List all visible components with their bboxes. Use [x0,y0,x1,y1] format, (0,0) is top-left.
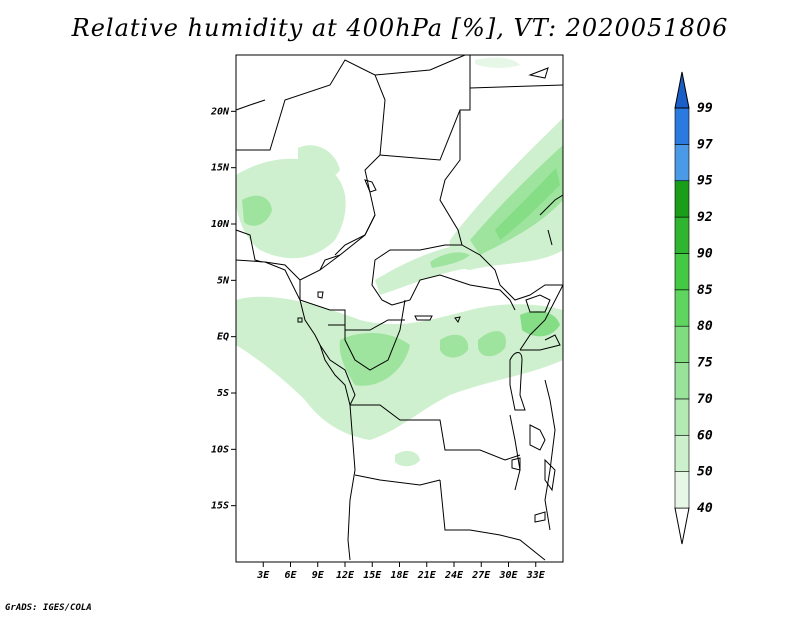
lon-tick-label: 18E [390,570,409,581]
colorbar-label: 99 [697,101,713,116]
moist-patch-west-core [242,195,272,226]
lon-tick-label: 15E [363,570,382,581]
colorbar-segment [674,289,690,327]
lat-tick-label: 20N [210,106,230,117]
colorbar-segment [674,180,690,218]
moist-patch-east-core [440,334,469,358]
lon-tick-label: 33E [526,570,546,581]
colorbar-label: 75 [697,356,713,371]
moist-band-northeast-core [470,145,563,255]
colorbar-segment [674,471,690,509]
colorbar-bottom-triangle [674,507,690,545]
longitude-ticks: 3E 6E 9E 12E 15E 18E 21E 24E 27E 30E 33E [256,562,546,581]
colorbar-segment [674,325,690,363]
colorbar-segment [674,144,690,182]
lat-tick-label: 5S [217,388,229,399]
moist-band-northeast-peak [495,168,560,240]
colorbar-label: 60 [697,428,713,443]
moist-patch-northeast-top [475,57,520,68]
moist-patch-south [395,450,420,467]
chart-title: Relative humidity at 400hPa [%], VT: 202… [71,14,729,42]
colorbar-segment [674,216,690,254]
country-borders [235,54,564,561]
lon-tick-label: 27E [471,570,491,581]
colorbar-legend: 40 50 60 70 75 80 85 90 92 95 97 99 [674,71,713,545]
moist-patch-west [236,158,346,259]
colorbar-label: 90 [697,246,713,261]
colorbar-label: 40 [697,501,713,516]
lon-tick-label: 3E [256,570,270,581]
colorbar-segment [674,398,690,436]
lon-tick-label: 12E [336,570,355,581]
lon-tick-label: 30E [498,570,518,581]
humidity-shading [236,57,563,467]
colorbar-segment [674,362,690,400]
grads-credit: GrADS: IGES/COLA [5,603,92,613]
lon-tick-label: 6E [284,570,297,581]
moist-band-central-core [430,252,470,268]
lat-tick-label: 10N [211,219,230,230]
colorbar-label: 80 [697,319,713,334]
lat-tick-label: 15N [211,163,230,174]
lon-tick-label: 21E [417,570,437,581]
moist-patch-uganda [520,311,560,337]
colorbar-label: 70 [697,392,713,407]
moist-patch-equatorial-core [339,333,410,386]
colorbar-top-triangle [674,71,690,109]
colorbar-label: 97 [697,137,713,152]
colorbar-segment [674,434,690,472]
lat-tick-label: 5N [217,275,230,286]
lat-tick-label: 15S [211,501,229,512]
moist-patch-east-core2 [478,331,506,357]
lon-tick-label: 24E [444,570,464,581]
colorbar-segment [674,107,690,145]
colorbar-label: 95 [697,174,713,189]
colorbar-label: 85 [697,283,713,298]
moist-patch-nigeria [298,145,340,180]
moist-patch-equatorial [236,296,563,440]
lat-tick-label: EQ [217,332,229,343]
lat-tick-label: 10S [211,444,229,455]
lon-tick-label: 9E [312,570,325,581]
latitude-ticks: 20N 15N 10N 5N EQ 5S 10S 15S [210,106,236,512]
colorbar-label: 92 [697,210,713,225]
colorbar-segment [674,253,690,291]
moist-band-central [375,245,479,295]
colorbar-label: 50 [697,465,713,480]
